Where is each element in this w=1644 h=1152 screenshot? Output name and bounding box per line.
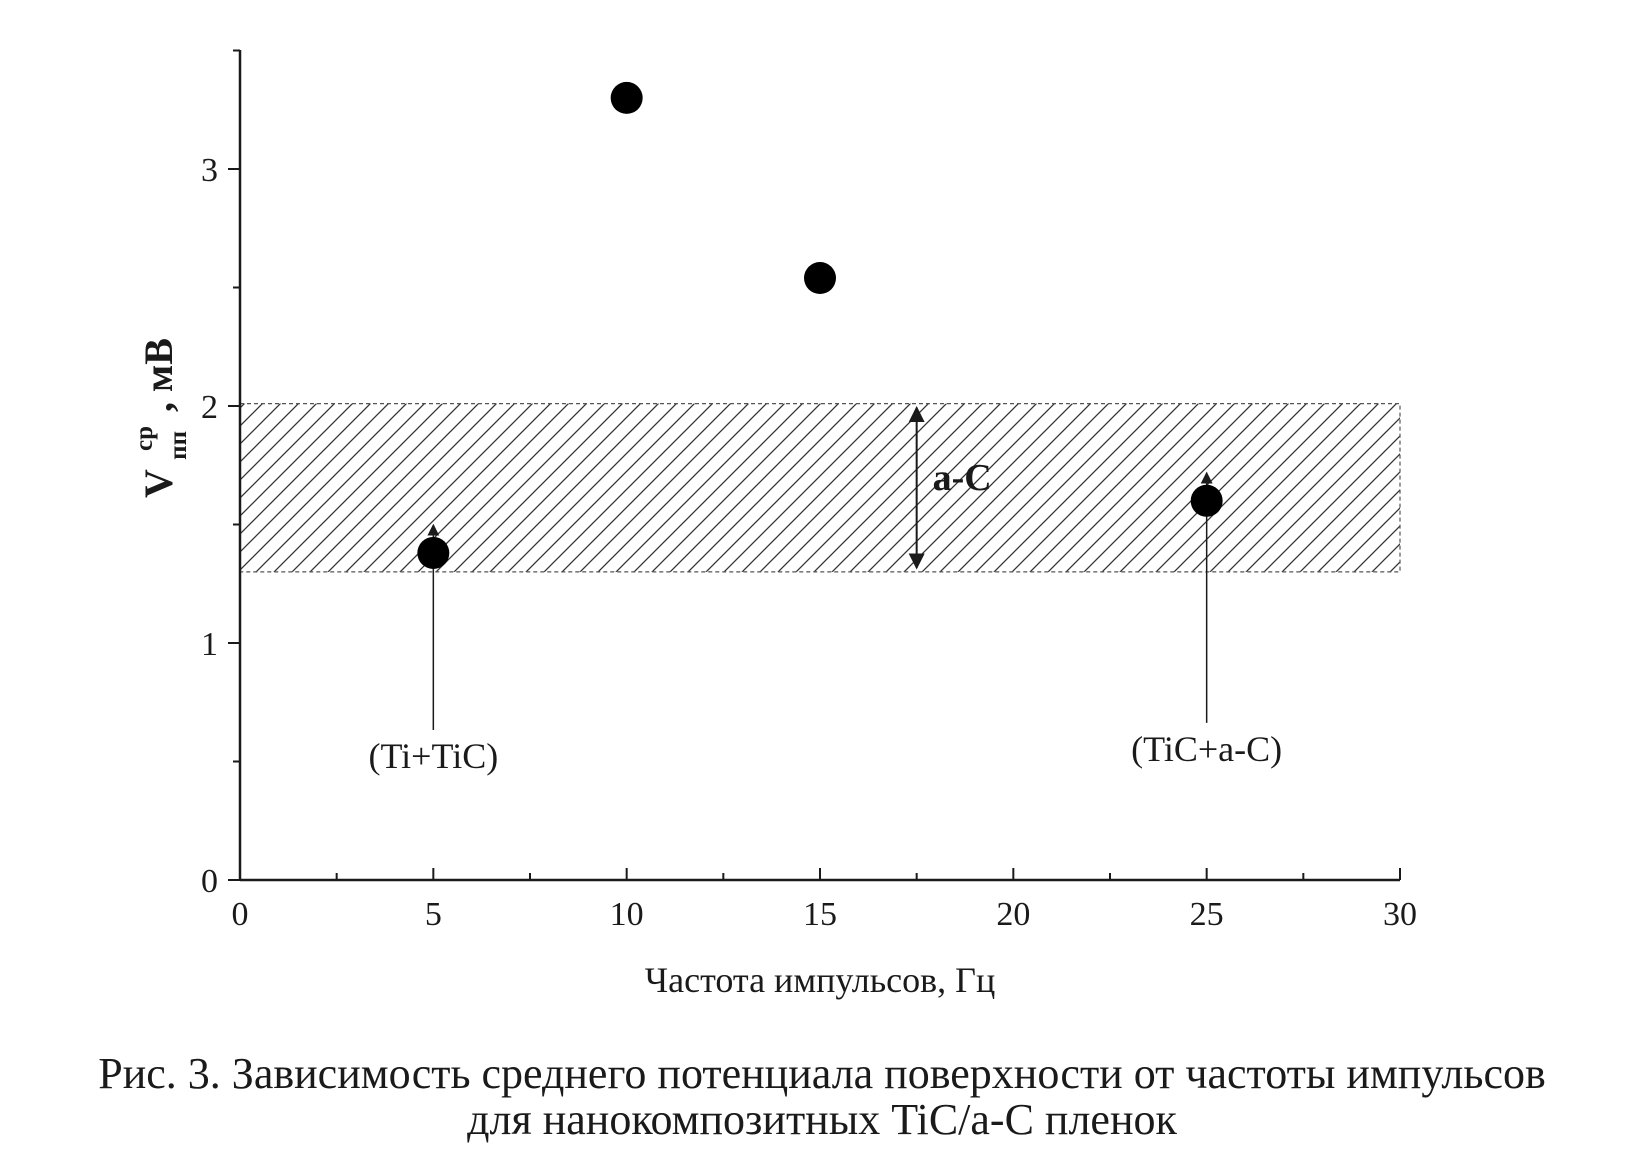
y-axis-label-subscript: пп — [165, 431, 192, 460]
scatter-chart: a-C 0 5 10 15 20 25 30 0 1 2 3 Частота импульсов,… — [116, 49, 1417, 1000]
x-tick-label: 15 — [803, 896, 837, 933]
data-point — [417, 536, 450, 569]
figure-caption-line-2: для нанокомпозитных TiC/a-C пленок — [467, 1095, 1177, 1144]
y-tick-label: 1 — [201, 626, 218, 663]
y-tick-label: 0 — [201, 863, 218, 900]
x-tick-label: 10 — [610, 896, 644, 933]
y-axis-label: V пп ср , мВ — [116, 338, 195, 498]
data-point — [610, 81, 643, 114]
y-axis-label-main: V — [136, 469, 181, 498]
a-c-band: a-C — [239, 403, 1401, 573]
a-c-band-label: a-C — [933, 457, 992, 499]
x-tick-label: 25 — [1190, 896, 1224, 933]
annotations: (Ti+TiC) (TiC+a-C) — [368, 471, 1282, 776]
y-axis-label-superscript: ср — [131, 426, 158, 451]
x-tick-label: 5 — [425, 896, 442, 933]
annotation-label: (TiC+a-C) — [1131, 729, 1282, 769]
data-point — [804, 262, 836, 295]
x-axis-label: Частота импульсов, Гц — [645, 960, 995, 1000]
x-tick-label: 30 — [1383, 896, 1417, 933]
y-tick-label: 3 — [201, 152, 218, 189]
x-tick-label: 0 — [232, 896, 249, 933]
data-points — [417, 81, 1223, 569]
y-tick-label: 2 — [201, 389, 218, 426]
x-axis-ticks: 0 5 10 15 20 25 30 — [232, 868, 1417, 933]
y-axis-ticks: 0 1 2 3 — [201, 49, 240, 900]
y-axis-label-unit: , мВ — [136, 338, 181, 412]
a-c-band-area — [239, 403, 1401, 573]
annotation-label: (Ti+TiC) — [368, 736, 498, 776]
figure-caption-line-1: Рис. 3. Зависимость среднего потенциала … — [98, 1049, 1546, 1098]
data-point — [1190, 484, 1223, 517]
x-tick-label: 20 — [996, 896, 1030, 933]
axes: 0 5 10 15 20 25 30 0 1 2 3 — [201, 49, 1417, 933]
